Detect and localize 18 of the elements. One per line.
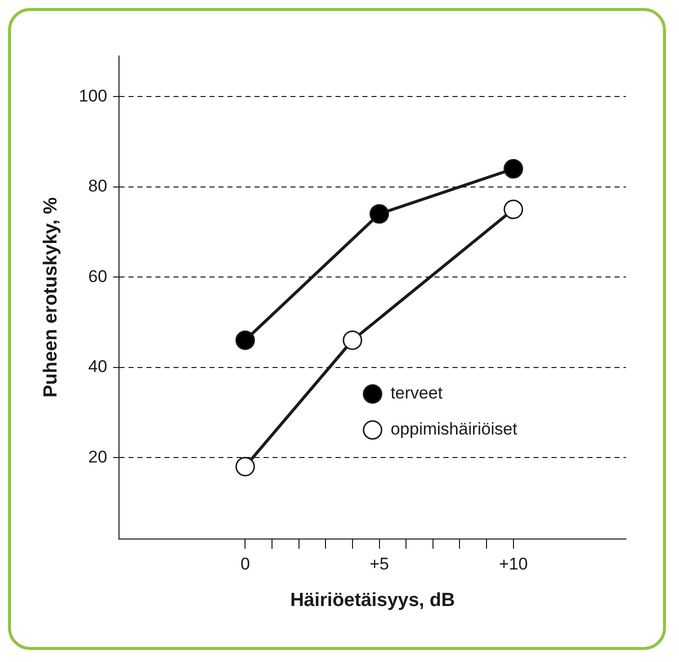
- x-tick-label: 0: [240, 554, 250, 574]
- point: [504, 200, 524, 220]
- y-tick-label: 80: [88, 176, 108, 196]
- legend-label: oppimishäiriöiset: [390, 420, 518, 439]
- point: [370, 204, 390, 224]
- point: [342, 330, 362, 350]
- x-tick-label: +10: [498, 554, 528, 574]
- y-tick-label: 40: [88, 357, 108, 376]
- point: [235, 330, 255, 350]
- point: [504, 159, 524, 179]
- y-axis-title: Puheen erotuskyky, %: [40, 197, 62, 398]
- y-tick-label: 100: [78, 86, 108, 106]
- y-tick-label: 20: [88, 447, 108, 466]
- y-tick-label: 60: [88, 266, 108, 286]
- x-axis-title: Häiriöetäisyys, dB: [290, 590, 455, 611]
- point: [235, 456, 255, 476]
- legend-label: terveet: [390, 384, 443, 403]
- x-tick-label: +5: [370, 554, 389, 574]
